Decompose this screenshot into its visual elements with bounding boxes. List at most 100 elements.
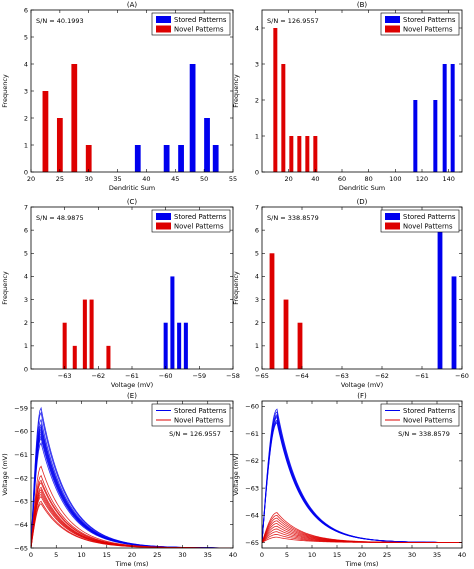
legend-label-stored: Stored Patterns [174,213,227,221]
y-tick-label: 2 [24,114,28,122]
legend-label-novel: Novel Patterns [403,417,453,425]
axes-frame [261,206,463,370]
x-tick-label: −65 [255,372,269,380]
x-tick-label: −58 [226,372,240,380]
legend-box [151,12,231,36]
legend: Stored Patterns Novel Patterns [380,12,460,36]
sn-annotation: S/N = 338.8579 [267,214,319,222]
y-tick-label: −61 [14,451,28,459]
bar-stored [163,322,168,369]
bar-novel [313,136,318,172]
x-tick-label: −61 [125,372,139,380]
panel-title: (E) [127,392,137,400]
x-tick-label: 40 [142,175,150,183]
bar-stored [450,64,455,172]
legend-box [380,12,460,36]
x-tick-label: 20 [128,551,136,559]
x-tick-label: −64 [295,372,309,380]
bar-novel [42,91,49,172]
legend: Stored Patterns Novel Patterns [151,403,231,427]
y-axis-label: Voltage (mV) [232,453,240,495]
legend-swatch-stored [156,16,171,23]
legend-label-novel: Novel Patterns [174,26,224,34]
y-tick-label: 3 [24,87,28,95]
x-tick-label: −60 [159,372,173,380]
trace-stored [262,420,462,543]
bar-novel [89,299,94,369]
legend-label-stored: Stored Patterns [174,407,227,415]
plot-area [273,28,455,172]
sn-annotation: S/N = 126.9557 [169,430,221,438]
y-axis-label: Frequency [232,74,240,108]
y-tick-label: −62 [245,457,259,465]
x-axis-label: Voltage (mV) [341,381,383,389]
x-tick-label: 40 [311,175,319,183]
bar-novel [297,136,302,172]
y-tick-label: −63 [14,498,28,506]
y-tick-label: 0 [255,168,259,176]
legend: Stored Patterns Novel Patterns [151,209,231,233]
bar-novel [273,28,278,172]
y-tick-label: 4 [24,60,28,68]
legend-box [151,209,231,233]
x-tick-label: 120 [416,175,428,183]
x-tick-label: −59 [192,372,206,380]
bar-stored [177,322,182,369]
bar-novel [297,322,303,369]
x-tick-label: −61 [415,372,429,380]
plot-area [62,276,188,369]
y-tick-label: 1 [24,141,28,149]
x-tick-label: 25 [153,551,161,559]
x-tick-label: 35 [113,175,121,183]
legend-label-novel: Novel Patterns [174,417,224,425]
y-tick-label: −64 [14,521,28,529]
legend-box [380,209,460,233]
bar-novel [71,64,78,172]
bar-stored [212,145,219,172]
x-axis-label: Time (ms) [115,560,149,568]
y-tick-label: 3 [255,60,259,68]
sn-annotation: S/N = 126.9557 [267,17,319,25]
x-tick-label: 50 [200,175,208,183]
x-tick-label: 0 [29,551,33,559]
x-tick-label: 15 [103,551,111,559]
y-tick-label: 4 [255,273,259,281]
x-tick-label: 25 [56,175,64,183]
panel-title: (A) [127,1,138,9]
bar-stored [134,145,141,172]
x-tick-label: 40 [458,551,466,559]
x-tick-label: 30 [85,175,93,183]
x-tick-label: 80 [365,175,373,183]
x-tick-label: −60 [455,372,469,380]
y-tick-label: −65 [245,539,259,547]
x-tick-label: 20 [358,551,366,559]
y-tick-label: 7 [24,203,28,211]
x-tick-label: 30 [408,551,416,559]
bar-stored [183,322,188,369]
bar-stored [437,230,443,369]
x-tick-label: −63 [335,372,349,380]
legend-swatch-novel [156,25,171,33]
legend-swatch-novel [156,222,171,230]
trace-stored [262,422,462,543]
legend-swatch-stored [385,213,400,220]
legend-swatch-stored [385,16,400,23]
y-tick-label: 2 [255,319,259,327]
x-tick-label: 20 [285,175,293,183]
bar-novel [269,253,275,369]
legend-box [380,403,460,427]
y-tick-label: 1 [255,342,259,350]
bar-stored [170,276,175,369]
x-tick-label: −62 [91,372,105,380]
bar-stored [204,118,210,172]
y-tick-label: 4 [24,273,28,281]
x-tick-label: 140 [442,175,454,183]
bar-novel [56,118,63,172]
x-tick-label: −62 [375,372,389,380]
trace-novel [262,536,462,543]
bar-novel [85,145,92,172]
x-tick-label: 30 [178,551,186,559]
bar-novel [283,299,289,369]
